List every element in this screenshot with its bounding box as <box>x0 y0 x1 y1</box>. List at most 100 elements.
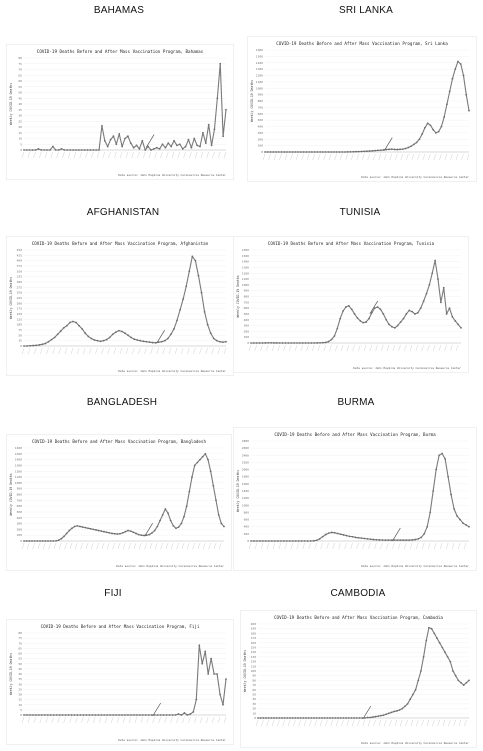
x-tick-mark <box>317 344 321 352</box>
data-point <box>433 632 436 635</box>
data-point <box>338 151 341 153</box>
x-tick-mark <box>386 542 389 550</box>
data-point <box>422 300 425 303</box>
x-tick-mark <box>117 542 121 550</box>
data-point <box>402 317 405 320</box>
y-tick-label: 600 <box>17 504 23 508</box>
data-point <box>43 149 46 151</box>
data-point <box>369 716 372 719</box>
y-tick-label: 375 <box>17 264 23 268</box>
data-point <box>465 681 468 684</box>
x-tick-mark <box>213 542 217 550</box>
y-tick-label: 25 <box>18 687 22 691</box>
data-point <box>183 515 185 518</box>
x-tick-mark <box>398 344 401 352</box>
x-tick-mark <box>290 153 293 161</box>
data-point <box>35 344 38 347</box>
data-point <box>336 327 339 330</box>
data-point <box>89 527 92 530</box>
x-tick-mark <box>171 542 174 550</box>
y-tick-label: 150 <box>17 312 23 316</box>
data-point <box>103 714 106 716</box>
data-point <box>361 717 364 719</box>
label-burma: BURMA <box>337 397 375 408</box>
data-point <box>296 342 298 344</box>
data-point <box>283 151 286 153</box>
data-point <box>344 151 346 153</box>
x-tick-mark <box>367 153 370 161</box>
data-point <box>145 340 148 343</box>
data-point <box>457 323 460 326</box>
data-point <box>64 714 67 716</box>
x-tick-mark <box>428 153 431 161</box>
x-tick-mark <box>356 542 359 550</box>
data-point <box>96 339 99 342</box>
data-point <box>60 147 63 150</box>
data-point <box>412 143 415 146</box>
data-point <box>79 714 82 716</box>
x-tick-mark <box>444 153 448 161</box>
y-tick-label: 15 <box>18 131 22 135</box>
x-tick-mark <box>378 153 381 161</box>
chart-title: COVID-19 Deaths Before and After Mass Va… <box>32 241 209 246</box>
y-tick-label: 0 <box>20 148 22 152</box>
data-point <box>315 717 318 719</box>
vaccination-marker <box>145 134 155 148</box>
x-tick-mark <box>329 344 332 352</box>
y-tick-label: 40 <box>252 697 256 701</box>
data-point <box>167 142 170 144</box>
x-tick-mark <box>162 347 165 355</box>
data-point <box>67 714 70 716</box>
data-point <box>357 536 360 539</box>
y-tick-label: 400 <box>258 125 264 129</box>
x-tick-mark <box>411 153 415 161</box>
chart-title: COVID-19 Deaths Before and After Mass Va… <box>41 624 200 629</box>
data-point <box>70 714 73 716</box>
data-point <box>101 124 103 127</box>
y-tick-label: 600 <box>244 518 250 522</box>
x-tick-mark <box>260 542 264 550</box>
data-point <box>409 698 412 701</box>
y-tick-label: 800 <box>258 99 264 103</box>
x-tick-mark <box>378 719 382 727</box>
x-tick-mark <box>134 716 138 724</box>
chart-title: COVID-19 Deaths Before and After Mass Va… <box>274 432 436 437</box>
data-point <box>366 150 368 153</box>
y-tick-label: 60 <box>252 688 256 692</box>
data-point <box>68 529 71 532</box>
y-tick-label: 1100 <box>256 80 263 84</box>
x-tick-mark <box>110 716 114 724</box>
data-point <box>151 531 153 534</box>
data-point <box>363 717 366 719</box>
x-tick-mark <box>138 347 141 355</box>
x-tick-mark <box>369 344 372 352</box>
data-point <box>250 342 252 344</box>
data-point <box>398 709 401 711</box>
data-point <box>153 714 156 716</box>
y-tick-label: 0 <box>20 713 22 717</box>
data-point <box>355 150 357 153</box>
data-point <box>63 149 66 151</box>
x-tick-mark <box>463 542 467 550</box>
data-point <box>50 338 53 341</box>
label-cambodia: CAMBODIA <box>330 588 386 599</box>
data-point <box>23 714 25 716</box>
data-point <box>387 712 390 715</box>
x-tick-mark <box>176 716 179 724</box>
data-point <box>272 151 275 153</box>
data-point <box>429 124 432 127</box>
x-tick-mark <box>43 542 46 550</box>
data-point <box>193 137 196 140</box>
x-tick-mark <box>128 716 132 724</box>
x-tick-mark <box>357 719 360 727</box>
y-tick-label: 35 <box>18 677 22 681</box>
x-tick-mark <box>444 344 447 352</box>
x-tick-mark <box>81 716 84 724</box>
x-tick-mark <box>381 344 384 352</box>
y-tick-label: 425 <box>17 253 23 257</box>
x-tick-mark <box>319 719 323 727</box>
y-tick-label: 1800 <box>242 475 249 479</box>
data-point <box>56 333 59 336</box>
data-point <box>330 151 333 153</box>
y-tick-label: 500 <box>244 312 250 316</box>
